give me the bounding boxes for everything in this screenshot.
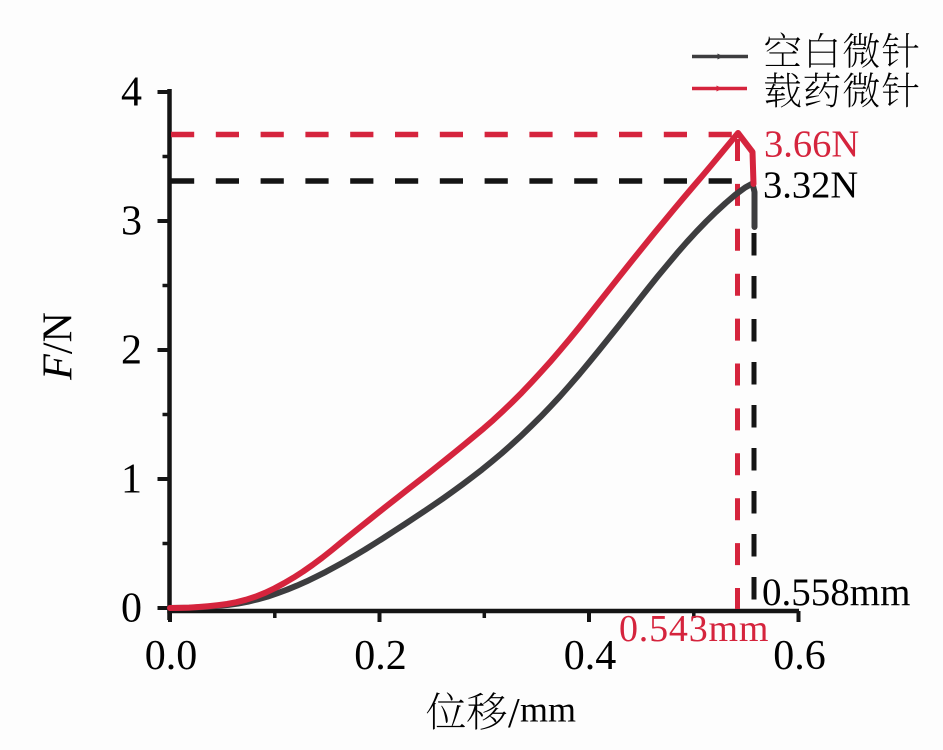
svg-text:/: / <box>508 691 520 737</box>
svg-text:mm: mm <box>520 690 576 730</box>
svg-text:0.558mm: 0.558mm <box>762 571 910 614</box>
svg-text:0.0: 0.0 <box>145 633 198 679</box>
svg-text:2: 2 <box>121 328 142 374</box>
svg-text:4: 4 <box>121 70 142 116</box>
svg-text:0.543mm: 0.543mm <box>619 608 769 650</box>
svg-text:0.6: 0.6 <box>773 633 826 679</box>
svg-text:3.66N: 3.66N <box>764 124 859 166</box>
svg-text:0.4: 0.4 <box>564 633 617 679</box>
svg-text:3.32N: 3.32N <box>763 165 858 207</box>
svg-text:0: 0 <box>121 586 142 632</box>
svg-text:F/N: F/N <box>36 312 82 381</box>
svg-text:1: 1 <box>121 457 142 503</box>
svg-text:0.2: 0.2 <box>354 633 407 679</box>
svg-text:3: 3 <box>121 199 142 245</box>
